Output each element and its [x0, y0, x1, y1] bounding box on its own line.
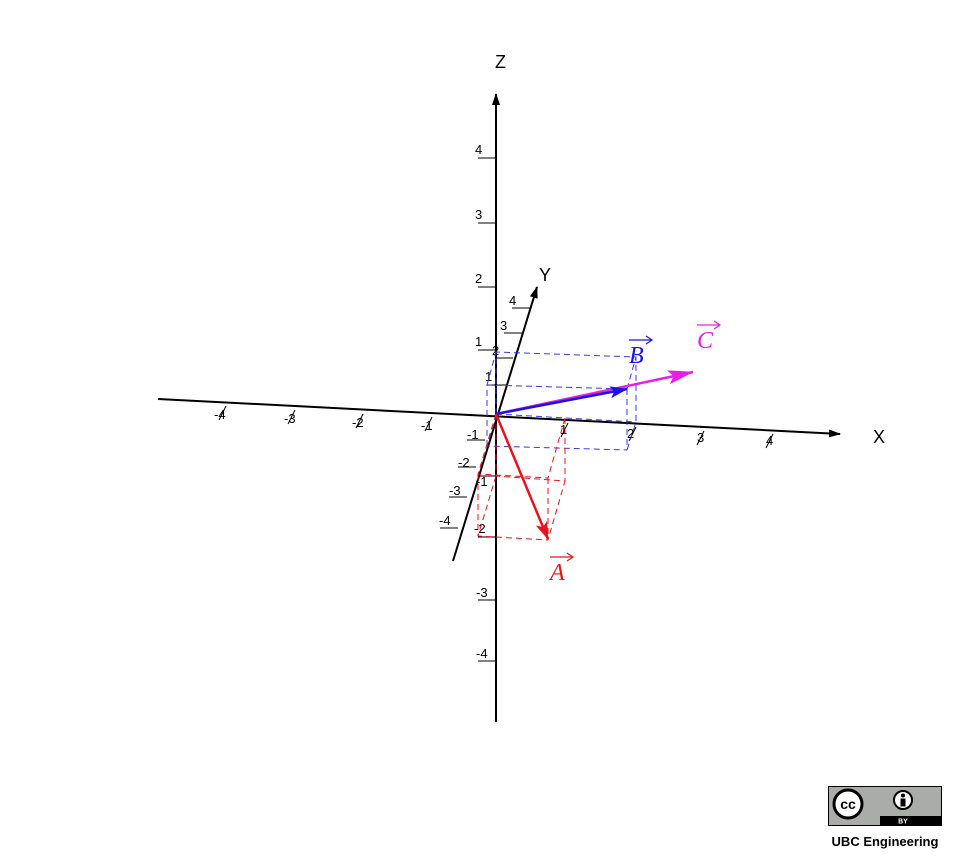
vector-a-arrow	[494, 413, 550, 540]
x-tick-label: -3	[284, 411, 296, 426]
x-tick-label: 2	[627, 426, 634, 441]
y-tick-label: 3	[500, 318, 507, 333]
z-ticks	[478, 157, 496, 662]
svg-text:BY: BY	[898, 819, 908, 826]
y-tick-label: -3	[449, 483, 461, 498]
svg-text:C: C	[697, 328, 714, 354]
vector-a-projection-box	[477, 413, 566, 541]
x-ticks	[218, 405, 774, 449]
y-tick-label: -2	[458, 455, 470, 470]
vector-a-label: A	[548, 552, 575, 586]
svg-text:A: A	[548, 560, 565, 586]
z-tick-label: 2	[475, 271, 482, 286]
x-tick-label: 4	[766, 433, 773, 448]
z-tick-label: 1	[475, 334, 482, 349]
z-tick-label: -3	[476, 585, 488, 600]
y-tick-label: 1	[485, 369, 492, 384]
person-icon	[893, 790, 913, 810]
cc-by-license-badge: cc BY	[828, 786, 942, 826]
y-axis	[452, 286, 538, 562]
vector-c-label: C	[697, 320, 722, 354]
cc-icon: cc	[832, 788, 864, 820]
svg-text:B: B	[629, 343, 644, 369]
x-tick-label: 3	[697, 430, 704, 445]
y-tick-label: 4	[509, 293, 516, 308]
y-tick-label: -4	[439, 513, 451, 528]
z-tick-label: 4	[475, 142, 482, 157]
x-axis-label: X	[873, 427, 885, 447]
x-tick-label: 1	[560, 422, 567, 437]
vector-b-arrow	[495, 386, 628, 416]
y-tick-label: -1	[476, 474, 488, 489]
x-axis	[157, 398, 841, 438]
x-tick-label: -4	[214, 407, 226, 422]
vector-b-projection-box	[486, 351, 637, 451]
x-tick-label: -2	[352, 415, 364, 430]
x-tick-label: -1	[421, 418, 433, 433]
z-tick-label: -4	[476, 646, 488, 661]
y-tick-label: 2	[492, 343, 499, 358]
badge-caption: UBC Engineering	[831, 834, 939, 849]
z-tick-label: -1	[467, 427, 479, 442]
svg-text:cc: cc	[840, 796, 856, 812]
vector-b-label: B	[629, 335, 654, 369]
z-axis-label: Z	[495, 52, 506, 72]
z-tick-label: 3	[475, 207, 482, 222]
y-axis-label: Y	[539, 265, 551, 285]
